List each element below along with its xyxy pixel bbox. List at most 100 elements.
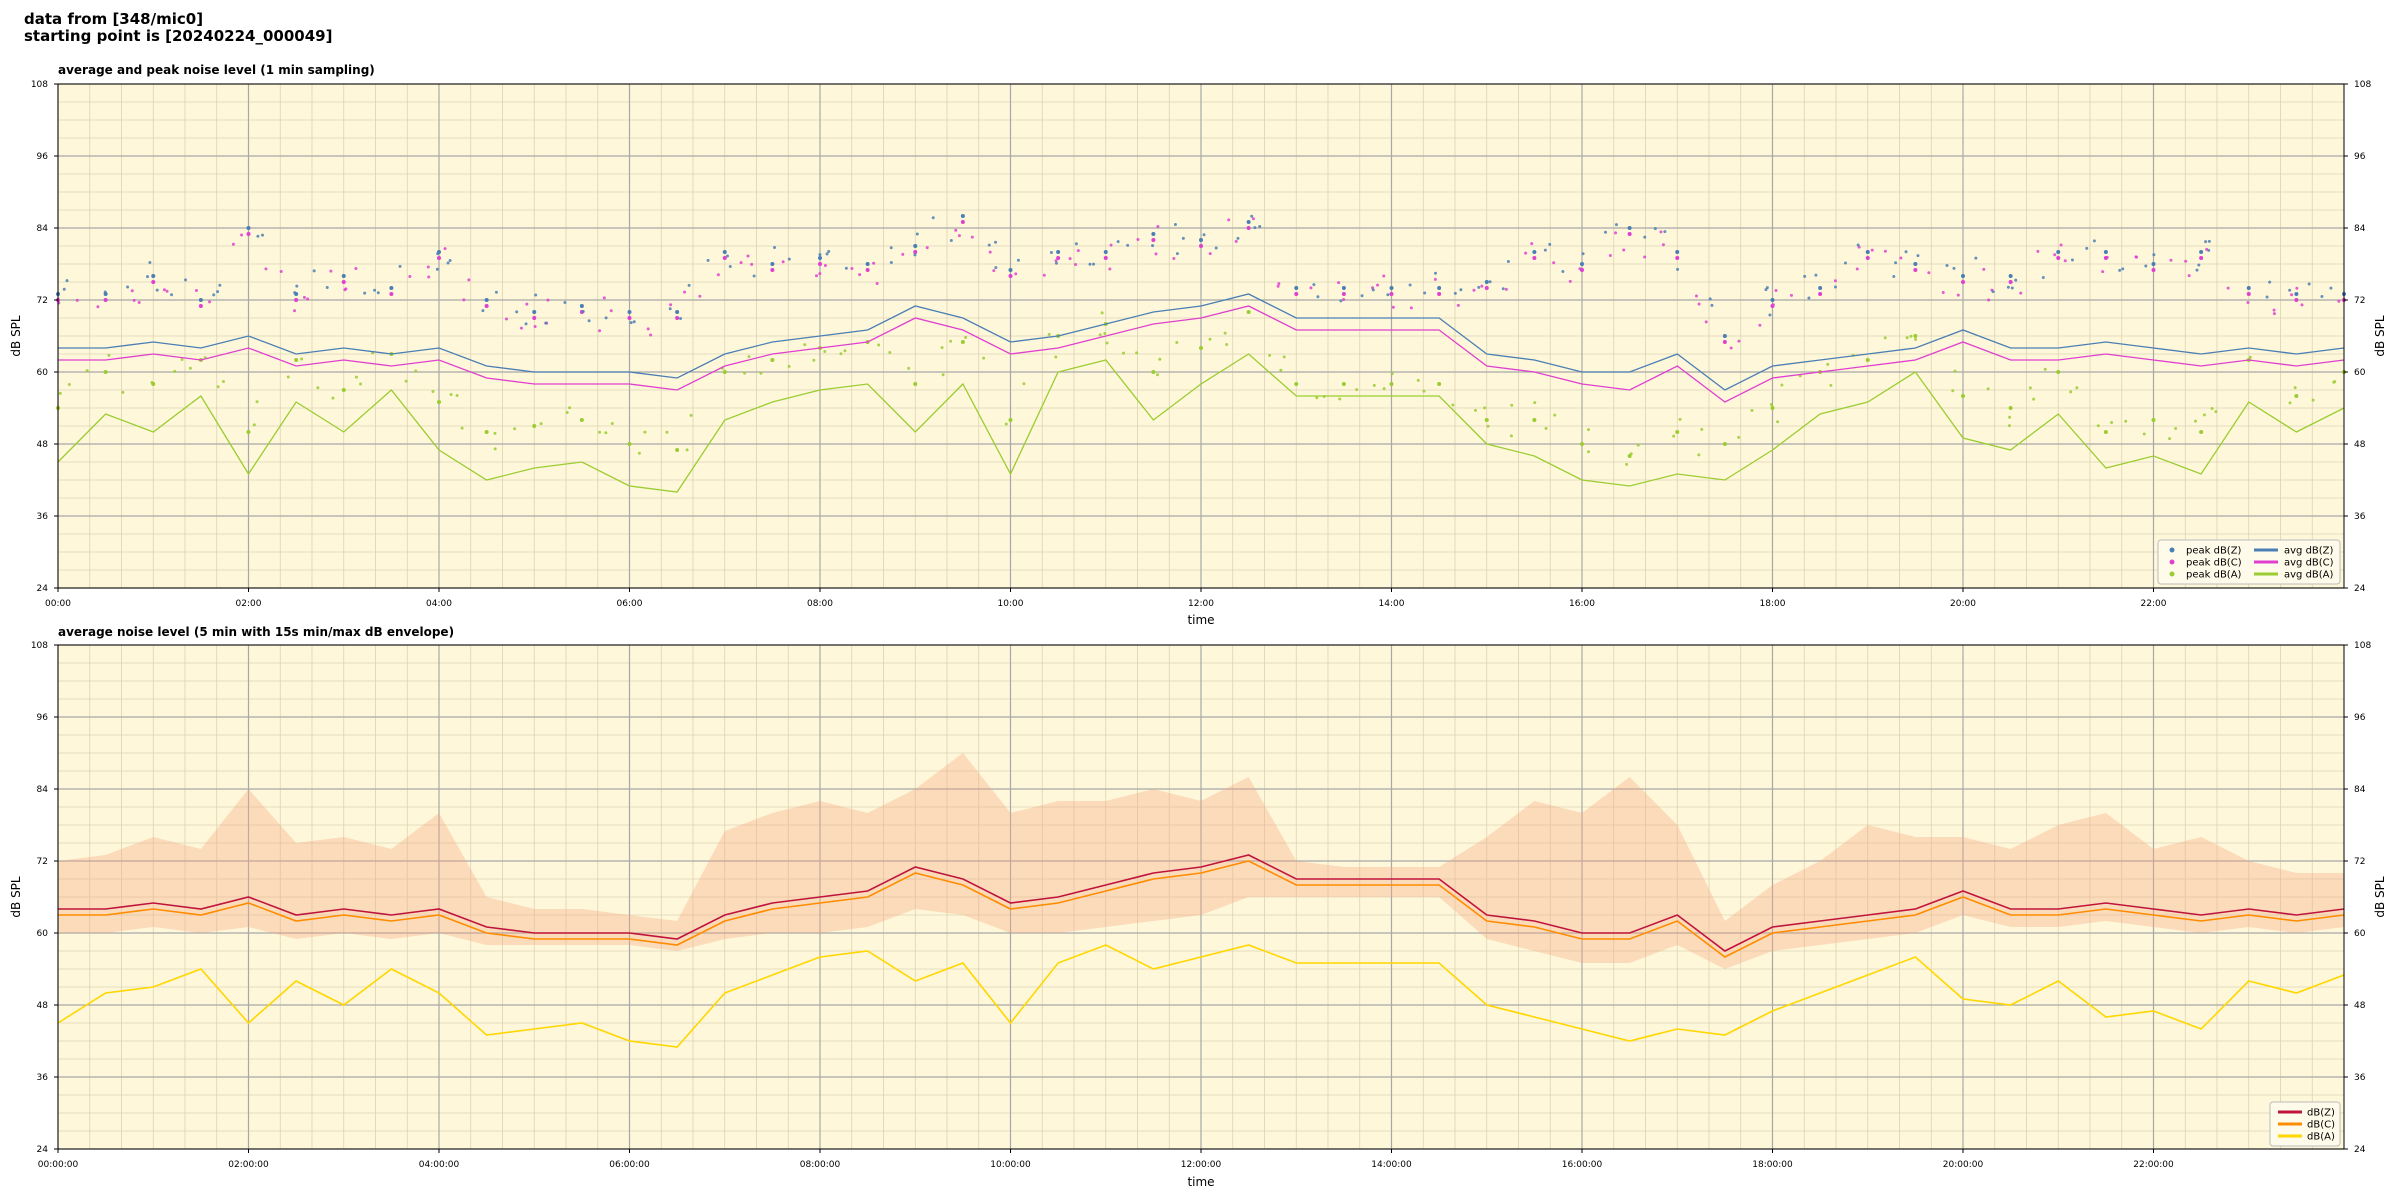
data-point: [889, 246, 893, 250]
data-point: [604, 316, 608, 320]
data-point: [1253, 226, 1257, 230]
y-axis-label: dB SPL: [9, 876, 23, 918]
data-point: [532, 316, 537, 320]
data-point: [65, 279, 69, 283]
data-point: [312, 269, 316, 273]
data-point: [2101, 270, 2105, 274]
data-point: [75, 298, 79, 302]
data-point: [2010, 286, 2014, 290]
y-tick-label: 108: [31, 80, 48, 90]
data-point: [823, 263, 827, 267]
data-point: [1488, 280, 1492, 284]
data-point: [2307, 282, 2311, 286]
data-point: [1945, 263, 1949, 267]
data-point: [913, 244, 918, 248]
data-point: [2207, 239, 2211, 243]
data-point: [675, 448, 680, 452]
data-point: [1826, 362, 1830, 366]
data-point: [532, 310, 537, 314]
data-point: [1530, 242, 1534, 246]
data-point: [1008, 268, 1013, 272]
data-point: [2272, 312, 2276, 316]
data-point: [2056, 250, 2061, 254]
data-point: [1294, 286, 1299, 290]
data-point: [1768, 313, 1772, 317]
data-point: [1371, 288, 1375, 292]
data-point: [1315, 396, 1319, 400]
data-point: [1339, 299, 1343, 303]
data-point: [1316, 295, 1320, 299]
data-point: [875, 281, 879, 285]
data-point: [437, 400, 441, 404]
y-tick-label: 24: [37, 1145, 49, 1155]
data-point: [1803, 274, 1807, 278]
data-point: [1246, 220, 1251, 224]
data-point: [812, 358, 816, 362]
data-point: [957, 234, 961, 238]
data-point: [67, 383, 71, 387]
data-point: [2103, 430, 2108, 434]
data-point: [1408, 283, 1412, 287]
data-point: [1456, 303, 1460, 307]
x-tick-label: 12:00: [1188, 599, 1214, 609]
legend-label: dB(A): [2307, 1132, 2335, 1143]
data-point: [1480, 284, 1484, 288]
data-point: [1103, 250, 1108, 254]
data-point: [1105, 341, 1109, 345]
data-point: [2019, 291, 2023, 295]
data-point: [1453, 291, 1457, 295]
data-point: [1433, 271, 1437, 275]
data-point: [1341, 382, 1346, 386]
data-point: [1236, 236, 1240, 240]
data-point: [1199, 238, 1203, 242]
data-point: [180, 357, 184, 361]
data-point: [354, 266, 358, 270]
data-point: [1587, 450, 1591, 454]
data-point: [126, 285, 130, 289]
data-point: [414, 369, 418, 373]
data-point: [363, 291, 367, 295]
data-point: [1337, 281, 1341, 285]
data-point: [1175, 252, 1179, 256]
data-point: [1780, 383, 1784, 387]
data-point: [2169, 258, 2173, 262]
data-point: [1914, 338, 1918, 342]
data-point: [1484, 280, 1489, 284]
data-point: [2151, 268, 2156, 272]
data-point: [300, 357, 304, 361]
data-point: [2142, 432, 2146, 436]
data-point: [1103, 256, 1108, 260]
data-point: [1151, 238, 1156, 242]
data-point: [2294, 298, 2299, 302]
data-point: [1049, 251, 1053, 255]
data-point: [132, 298, 136, 302]
data-point: [316, 386, 320, 390]
data-point: [669, 303, 673, 307]
data-point: [716, 273, 720, 277]
data-point: [2293, 386, 2297, 390]
data-point: [1486, 424, 1490, 428]
data-point: [1268, 353, 1272, 357]
y-tick-label-right: 36: [2354, 512, 2366, 522]
series-line-avg-db-z-: [58, 293, 2345, 391]
data-point: [643, 430, 647, 434]
data-point: [581, 309, 585, 313]
data-point: [646, 327, 650, 331]
data-point: [1276, 284, 1280, 288]
legend-label: avg dB(Z): [2284, 546, 2334, 557]
data-point: [1722, 340, 1727, 344]
data-point: [773, 246, 777, 250]
data-point: [484, 304, 489, 308]
data-point: [1533, 401, 1537, 405]
data-point: [1700, 427, 1704, 431]
data-point: [85, 369, 89, 373]
data-point: [431, 389, 435, 393]
data-point: [2041, 275, 2045, 279]
data-point: [546, 298, 550, 302]
x-tick-label: 14:00: [1379, 599, 1405, 609]
data-point: [949, 238, 953, 242]
data-point: [1158, 357, 1162, 361]
data-point: [1622, 248, 1626, 252]
data-point: [2043, 367, 2047, 371]
data-point: [1501, 287, 1505, 291]
